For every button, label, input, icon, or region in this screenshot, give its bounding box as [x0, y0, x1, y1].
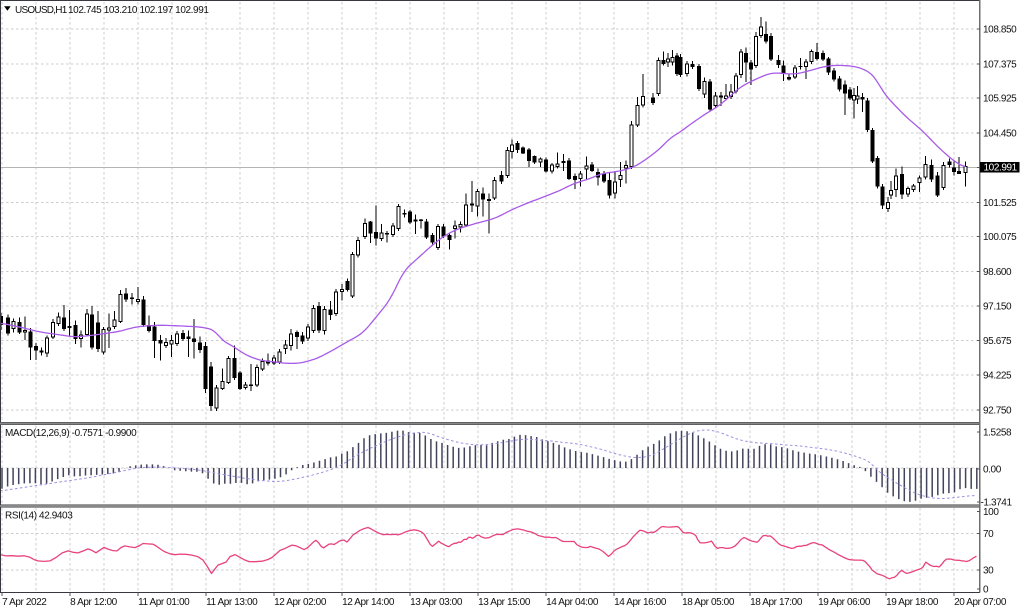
svg-text:RSI(14) 42.9403: RSI(14) 42.9403 — [5, 511, 73, 522]
svg-text:13 Apr 15:00: 13 Apr 15:00 — [478, 597, 531, 608]
svg-text:95.675: 95.675 — [983, 336, 1012, 347]
svg-text:18 Apr 05:00: 18 Apr 05:00 — [682, 597, 735, 608]
svg-text:20 Apr 07:00: 20 Apr 07:00 — [954, 597, 1007, 608]
svg-text:MACD(12,26,9) -0.7571 -0.9900: MACD(12,26,9) -0.7571 -0.9900 — [5, 428, 137, 439]
svg-text:0.00: 0.00 — [983, 464, 1002, 475]
svg-text:12 Apr 14:00: 12 Apr 14:00 — [342, 597, 395, 608]
svg-text:19 Apr 18:00: 19 Apr 18:00 — [886, 597, 939, 608]
svg-text:104.450: 104.450 — [983, 129, 1017, 140]
svg-text:-1.3741: -1.3741 — [981, 498, 1013, 509]
svg-text:14 Apr 04:00: 14 Apr 04:00 — [546, 597, 599, 608]
svg-text:1.5258: 1.5258 — [983, 428, 1012, 439]
svg-text:105.925: 105.925 — [983, 94, 1017, 105]
svg-text:97.150: 97.150 — [983, 301, 1012, 312]
svg-text:94.225: 94.225 — [983, 371, 1012, 382]
svg-text:102.745 103.210 102.197 102.99: 102.745 103.210 102.197 102.991 — [68, 5, 209, 16]
svg-text:USOUSD,H1: USOUSD,H1 — [15, 5, 68, 16]
svg-text:30: 30 — [983, 565, 994, 576]
svg-text:0: 0 — [983, 584, 989, 595]
svg-text:12 Apr 02:00: 12 Apr 02:00 — [274, 597, 327, 608]
svg-text:11 Apr 13:00: 11 Apr 13:00 — [206, 597, 258, 608]
svg-text:100: 100 — [983, 507, 999, 518]
svg-text:92.750: 92.750 — [983, 406, 1012, 417]
svg-text:107.375: 107.375 — [983, 59, 1017, 70]
svg-text:108.850: 108.850 — [983, 25, 1017, 36]
svg-text:13 Apr 03:00: 13 Apr 03:00 — [410, 597, 463, 608]
svg-text:7 Apr 2022: 7 Apr 2022 — [2, 597, 47, 608]
svg-text:18 Apr 17:00: 18 Apr 17:00 — [750, 597, 803, 608]
svg-text:8 Apr 12:00: 8 Apr 12:00 — [70, 597, 118, 608]
svg-text:102.991: 102.991 — [984, 163, 1018, 174]
svg-text:14 Apr 16:00: 14 Apr 16:00 — [614, 597, 667, 608]
svg-text:100.075: 100.075 — [983, 232, 1017, 243]
svg-text:70: 70 — [983, 529, 994, 540]
svg-text:11 Apr 01:00: 11 Apr 01:00 — [138, 597, 190, 608]
svg-text:101.525: 101.525 — [983, 198, 1017, 209]
svg-text:98.600: 98.600 — [983, 267, 1012, 278]
svg-text:19 Apr 06:00: 19 Apr 06:00 — [818, 597, 871, 608]
